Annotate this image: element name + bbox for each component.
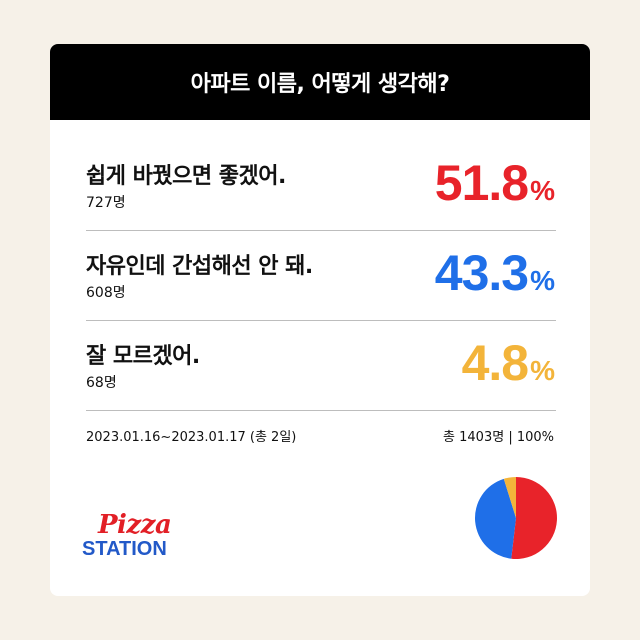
logo-bottom-text: STATION xyxy=(82,538,167,560)
pie-slice-2 xyxy=(475,478,516,559)
result-count: 608명 xyxy=(86,285,126,301)
result-label: 쉽게 바꿨으면 좋겠어. xyxy=(86,164,286,189)
result-percent: 43.3% xyxy=(434,245,555,301)
result-percent: 4.8% xyxy=(461,335,555,391)
pizza-station-logo: Pizza STATION xyxy=(80,510,190,560)
result-row-1: 쉽게 바꿨으면 좋겠어. 727명 51.8% xyxy=(86,140,556,231)
poll-period: 2023.01.16~2023.01.17 (총 2일) xyxy=(86,430,297,445)
poll-card: 아파트 이름, 어떻게 생각해? 쉽게 바꿨으면 좋겠어. 727명 51.8%… xyxy=(50,44,590,596)
result-label: 잘 모르겠어. xyxy=(86,344,200,369)
result-label: 자유인데 간섭해선 안 돼. xyxy=(86,254,313,279)
logo-top-text: Pizza xyxy=(98,510,172,540)
pie-slice-1 xyxy=(511,477,558,559)
result-row-3: 잘 모르겠어. 68명 4.8% xyxy=(86,320,556,411)
result-row-2: 자유인데 간섭해선 안 돼. 608명 43.3% xyxy=(86,230,556,321)
poll-title: 아파트 이름, 어떻게 생각해? xyxy=(50,44,590,120)
result-count: 727명 xyxy=(86,195,126,211)
poll-total: 총 1403명 | 100% xyxy=(443,430,554,445)
result-count: 68명 xyxy=(86,375,117,391)
result-percent: 51.8% xyxy=(434,155,555,211)
pie-slice-3 xyxy=(503,477,516,518)
pie-chart xyxy=(475,477,558,559)
